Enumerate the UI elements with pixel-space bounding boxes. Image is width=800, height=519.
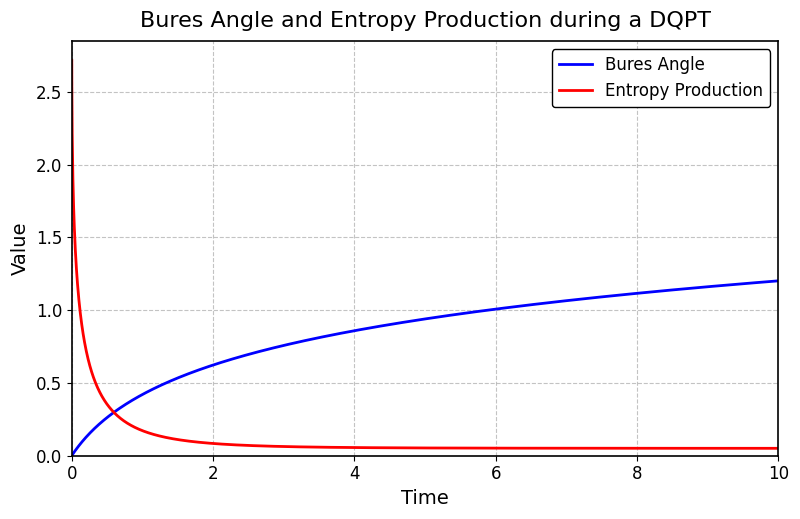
Entropy Production	[649, 445, 658, 452]
Bures Angle	[649, 289, 658, 295]
Entropy Production	[105, 404, 114, 411]
Entropy Production	[491, 445, 501, 451]
Bures Angle	[105, 413, 114, 419]
Bures Angle	[67, 453, 77, 459]
Entropy Production	[82, 353, 92, 359]
Bures Angle	[130, 396, 139, 402]
Bures Angle	[330, 332, 339, 338]
Entropy Production	[330, 444, 339, 450]
Entropy Production	[774, 445, 783, 452]
Legend: Bures Angle, Entropy Production: Bures Angle, Entropy Production	[552, 49, 770, 107]
Entropy Production	[67, 58, 77, 64]
Title: Bures Angle and Entropy Production during a DQPT: Bures Angle and Entropy Production durin…	[139, 11, 710, 31]
Bures Angle	[82, 433, 92, 439]
Bures Angle	[774, 278, 783, 284]
Line: Bures Angle: Bures Angle	[72, 281, 778, 456]
Line: Entropy Production: Entropy Production	[72, 61, 778, 448]
Entropy Production	[130, 424, 139, 430]
Bures Angle	[491, 306, 501, 312]
Y-axis label: Value: Value	[11, 222, 30, 275]
X-axis label: Time: Time	[401, 489, 449, 508]
